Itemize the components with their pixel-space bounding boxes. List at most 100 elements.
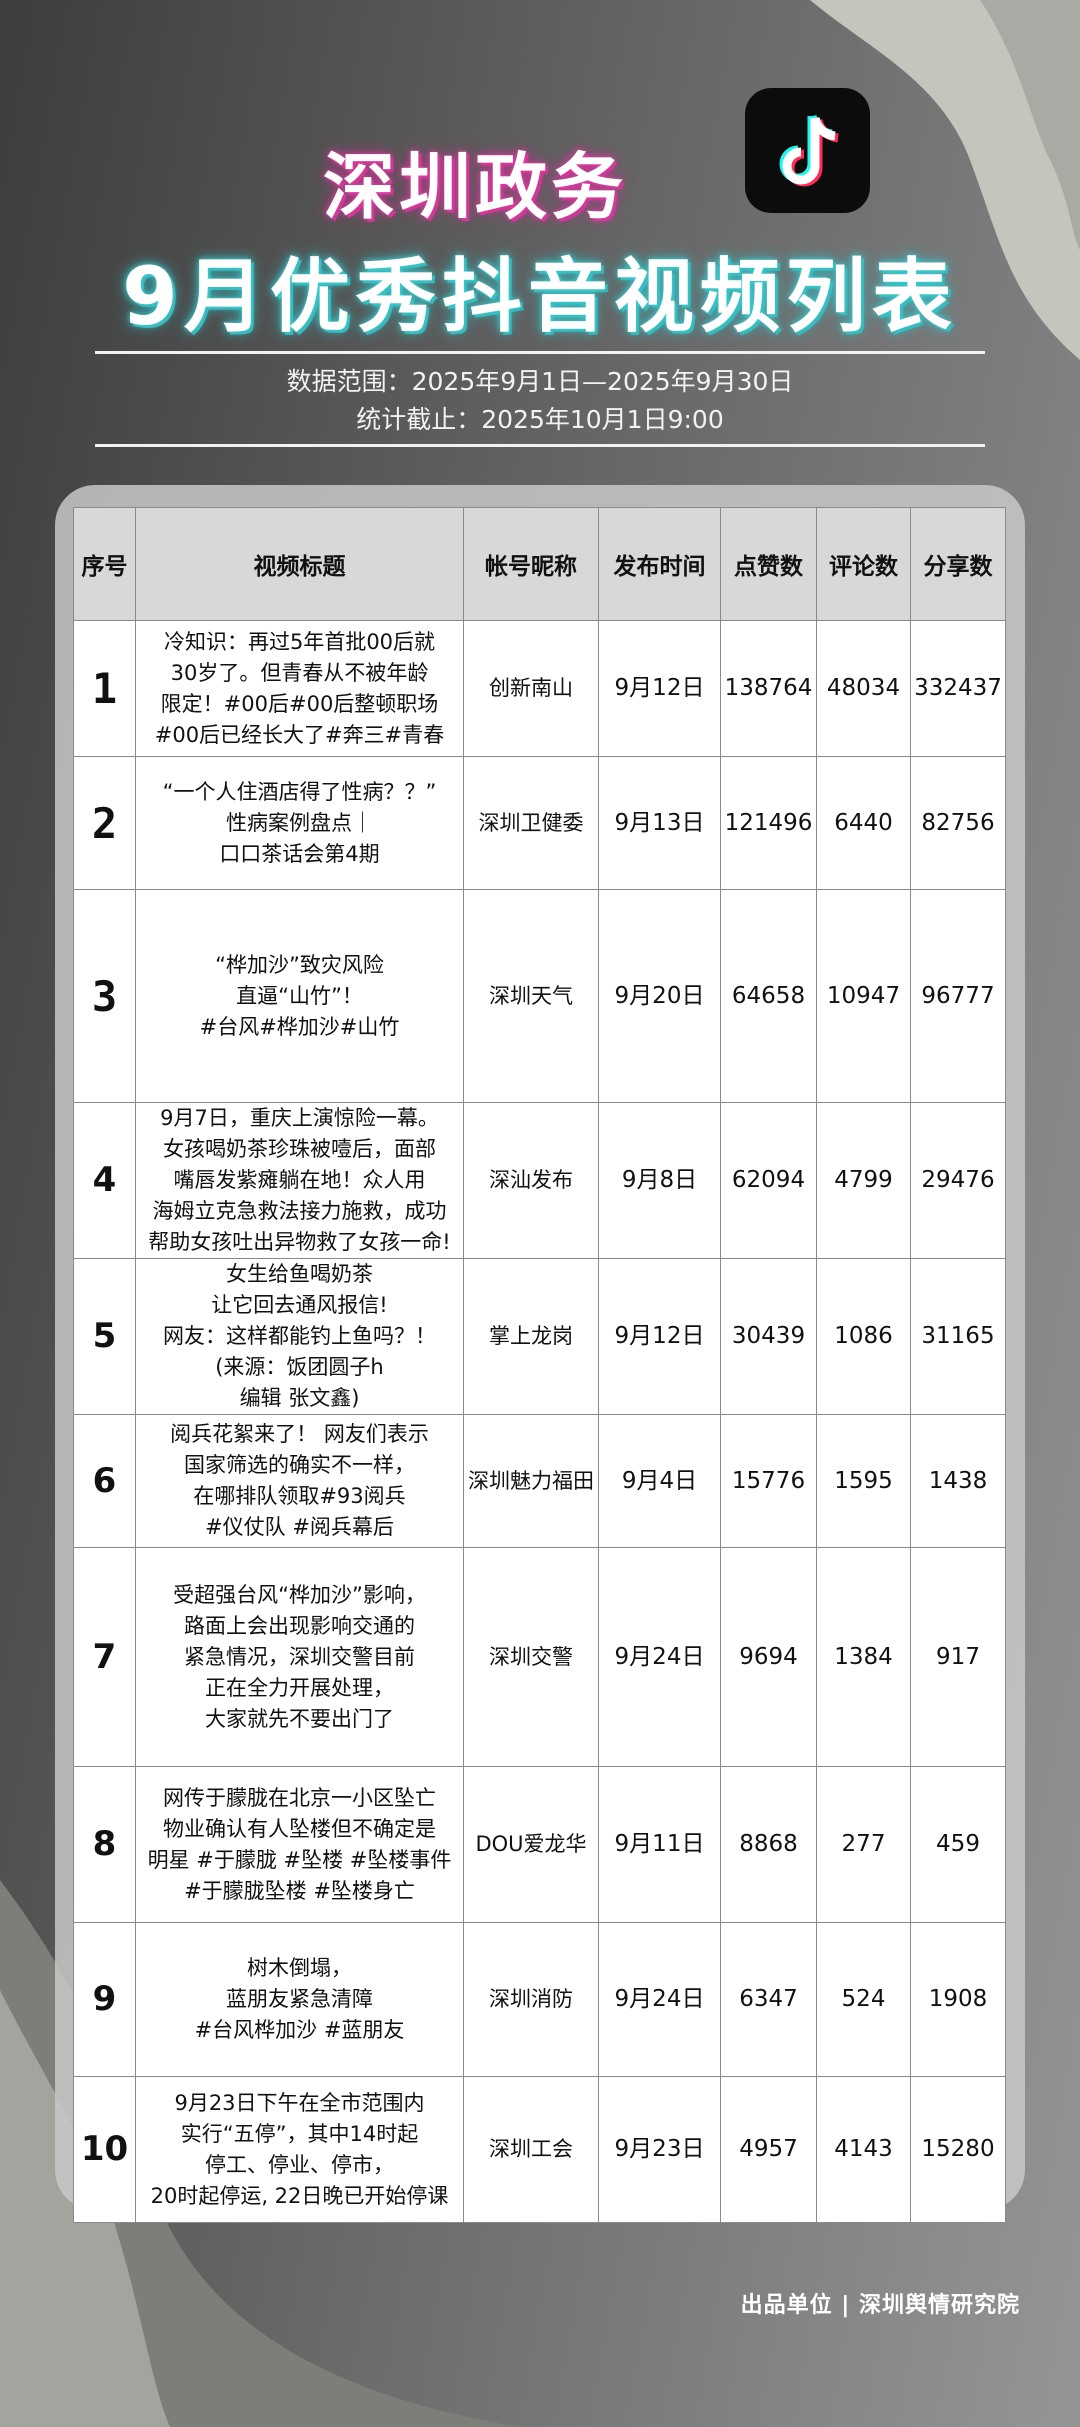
title-cell: 9月7日，重庆上演惊险一幕。 女孩喝奶茶珍珠被噎后，面部 嘴唇发紫瘫躺在地！众人用海… [135,1102,464,1259]
likes-cell: 9694 [720,1547,817,1767]
title-line: 编辑 张文鑫) [239,1386,360,1410]
title-line: 冷知识：再过5年首批00后就 [163,629,436,654]
title-line: 停工、停业、停市， [205,2152,394,2177]
title-line: 女生给鱼喝奶茶 [226,1262,373,1286]
title-line-2: 9月优秀抖音视频列表 [122,250,958,343]
title-line: #仪仗队 #阅兵幕后 [205,1515,394,1539]
title-cell: 阅兵花絮来了！ 网友们表示 国家筛选的确实不一样， 在哪排队领取#93阅兵 #仪仗队 … [135,1414,464,1548]
title-line: 在哪排队领取#93阅兵 [193,1484,406,1508]
data-range: 数据范围：2025年9月1日—2025年9月30日 [286,367,794,396]
title-line: #00后已经长大了#奔三#青春 [154,722,445,747]
comments-cell: 4143 [816,2076,911,2223]
title-cell: 受超强台风“桦加沙”影响， 路面上会出现影响交通的 紧急情况，深圳交警目前 正在全力开… [135,1547,464,1767]
cutoff-time: 统计截止：2025年10月1日9:00 [356,405,724,434]
rank-cell: 7 [73,1547,136,1767]
shares-cell: 15280 [910,2076,1006,2223]
title-line: 网传于朦胧在北京一小区坠亡 [163,1785,436,1810]
date-cell: 9月13日 [598,756,721,890]
rank-cell: 6 [73,1414,136,1548]
divider-top [95,351,985,354]
shares-cell: 1438 [910,1414,1006,1548]
title-line: 9月23日下午在全市范围内 [174,2090,425,2115]
date-cell: 9月24日 [598,1547,721,1767]
rank-cell: 9 [73,1922,136,2077]
comments-cell: 524 [816,1922,911,2077]
title-line: 国家筛选的确实不一样， [184,1453,415,1477]
title-line: 大家就先不要出门了 [205,1706,394,1731]
table-row: 9 树木倒塌， 蓝朋友紧急清障 #台风桦加沙 #蓝朋友 深圳消防 9月24日 6347 524… [73,1922,1006,2077]
background-wave-top-right [810,0,1080,360]
shares-cell: 1908 [910,1922,1006,2077]
title-cell: 女生给鱼喝奶茶 让它回去通风报信! 网友：这样都能钓上鱼吗？！ (来源：饭团圆子h 编辑… [135,1258,464,1415]
rank-cell: 5 [73,1258,136,1415]
shares-cell: 29476 [910,1102,1006,1259]
producer-credit: 出品单位 | 深圳舆情研究院 [740,2293,1020,2318]
title-cell: “一个人住酒店得了性病？？” 性病案例盘点｜ 口口茶话会第4期 [135,756,464,890]
likes-cell: 62094 [720,1102,817,1259]
shares-cell: 31165 [910,1258,1006,1415]
table-row: 6 阅兵花絮来了！ 网友们表示 国家筛选的确实不一样， 在哪排队领取#93阅兵 #仪仗队… [73,1414,1006,1548]
title-line: 网友：这样都能钓上鱼吗？！ [163,1324,436,1348]
likes-cell: 64658 [720,889,817,1103]
title-line: 女孩喝奶茶珍珠被噎后，面部 [163,1137,436,1161]
title-cell: 树木倒塌， 蓝朋友紧急清障 #台风桦加沙 #蓝朋友 [135,1922,464,2077]
title-line: 树木倒塌， [247,1956,352,1980]
account-cell: 深圳魅力福田 [463,1414,599,1548]
title-line: 紧急情况，深圳交警目前 [184,1644,415,1669]
title-line: #台风#桦加沙#山竹 [199,1014,400,1039]
title-line: (来源：饭团圆子h [215,1355,384,1379]
title-line-1: 深圳政务 [322,145,627,229]
title-line: 阅兵花絮来了！ 网友们表示 [170,1422,429,1446]
account-cell: 掌上龙岗 [463,1258,599,1415]
rank-cell: 1 [73,620,136,757]
shares-cell: 96777 [910,889,1006,1103]
rank-cell: 3 [73,889,136,1103]
divider-bottom [95,444,985,447]
account-cell: 深汕发布 [463,1102,599,1259]
shares-cell: 459 [910,1766,1006,1923]
account-cell: 创新南山 [463,620,599,757]
shares-cell: 332437 [910,620,1006,757]
table-row: 10 9月23日下午在全市范围内 实行“五停”，其中14时起 停工、停业、停市， 20时… [73,2076,1006,2223]
title-cell: 网传于朦胧在北京一小区坠亡 物业确认有人坠楼但不确定是 明星 #于朦胧 #坠楼 #坠… [135,1766,464,1923]
account-cell: 深圳天气 [463,889,599,1103]
table-row: 3 “桦加沙”致灾风险 直逼“山竹”！ #台风#桦加沙#山竹 深圳天气 9月20日 6465… [73,889,1006,1103]
title-line: 路面上会出现影响交通的 [184,1613,415,1638]
col-comments: 评论数 [816,507,911,621]
likes-cell: 15776 [720,1414,817,1548]
date-cell: 9月11日 [598,1766,721,1923]
account-cell: 深圳工会 [463,2076,599,2223]
title-line: 受超强台风“桦加沙”影响， [173,1582,426,1607]
account-cell: 深圳消防 [463,1922,599,2077]
tiktok-logo-icon [745,88,870,213]
table-row: 8 网传于朦胧在北京一小区坠亡 物业确认有人坠楼但不确定是 明星 #于朦胧 #坠楼 #… [73,1766,1006,1923]
shares-cell: 917 [910,1547,1006,1767]
title-line: 9月7日，重庆上演惊险一幕。 [160,1106,439,1130]
comments-cell: 1595 [816,1414,911,1548]
rank-cell: 8 [73,1766,136,1923]
table-row: 5 女生给鱼喝奶茶 让它回去通风报信! 网友：这样都能钓上鱼吗？！ (来源：饭团圆子h 编… [73,1258,1006,1415]
title-line: 嘴唇发紫瘫躺在地！众人用 [173,1168,426,1192]
table-row: 1 冷知识：再过5年首批00后就 30岁了。但青春从不被年龄 限定！#00后#00后整… [73,620,1006,757]
comments-cell: 10947 [816,889,911,1103]
title-line: 30岁了。但青春从不被年龄 [170,660,429,685]
shares-cell: 82756 [910,756,1006,890]
likes-cell: 30439 [720,1258,817,1415]
video-table: 序号 视频标题 帐号昵称 发布时间 点赞数 评论数 分享数 1 冷知识：再过5年首… [73,507,1006,2223]
rank-cell: 2 [73,756,136,890]
comments-cell: 1086 [816,1258,911,1415]
title-line: 物业确认有人坠楼但不确定是 [163,1816,436,1841]
comments-cell: 6440 [816,756,911,890]
title-line: 直逼“山竹”！ [236,983,363,1008]
title-line: 20时起停运, 22日晚已开始停课 [150,2183,449,2208]
account-cell: 深圳卫健委 [463,756,599,890]
col-title: 视频标题 [135,507,464,621]
title-line: 实行“五停”，其中14时起 [180,2121,419,2146]
date-cell: 9月24日 [598,1922,721,2077]
col-account: 帐号昵称 [463,507,599,621]
account-cell: 深圳交警 [463,1547,599,1767]
title-line: 限定！#00后#00后整顿职场 [160,691,439,716]
col-shares: 分享数 [910,507,1006,621]
title-cell: 9月23日下午在全市范围内 实行“五停”，其中14时起 停工、停业、停市， 20时起停… [135,2076,464,2223]
